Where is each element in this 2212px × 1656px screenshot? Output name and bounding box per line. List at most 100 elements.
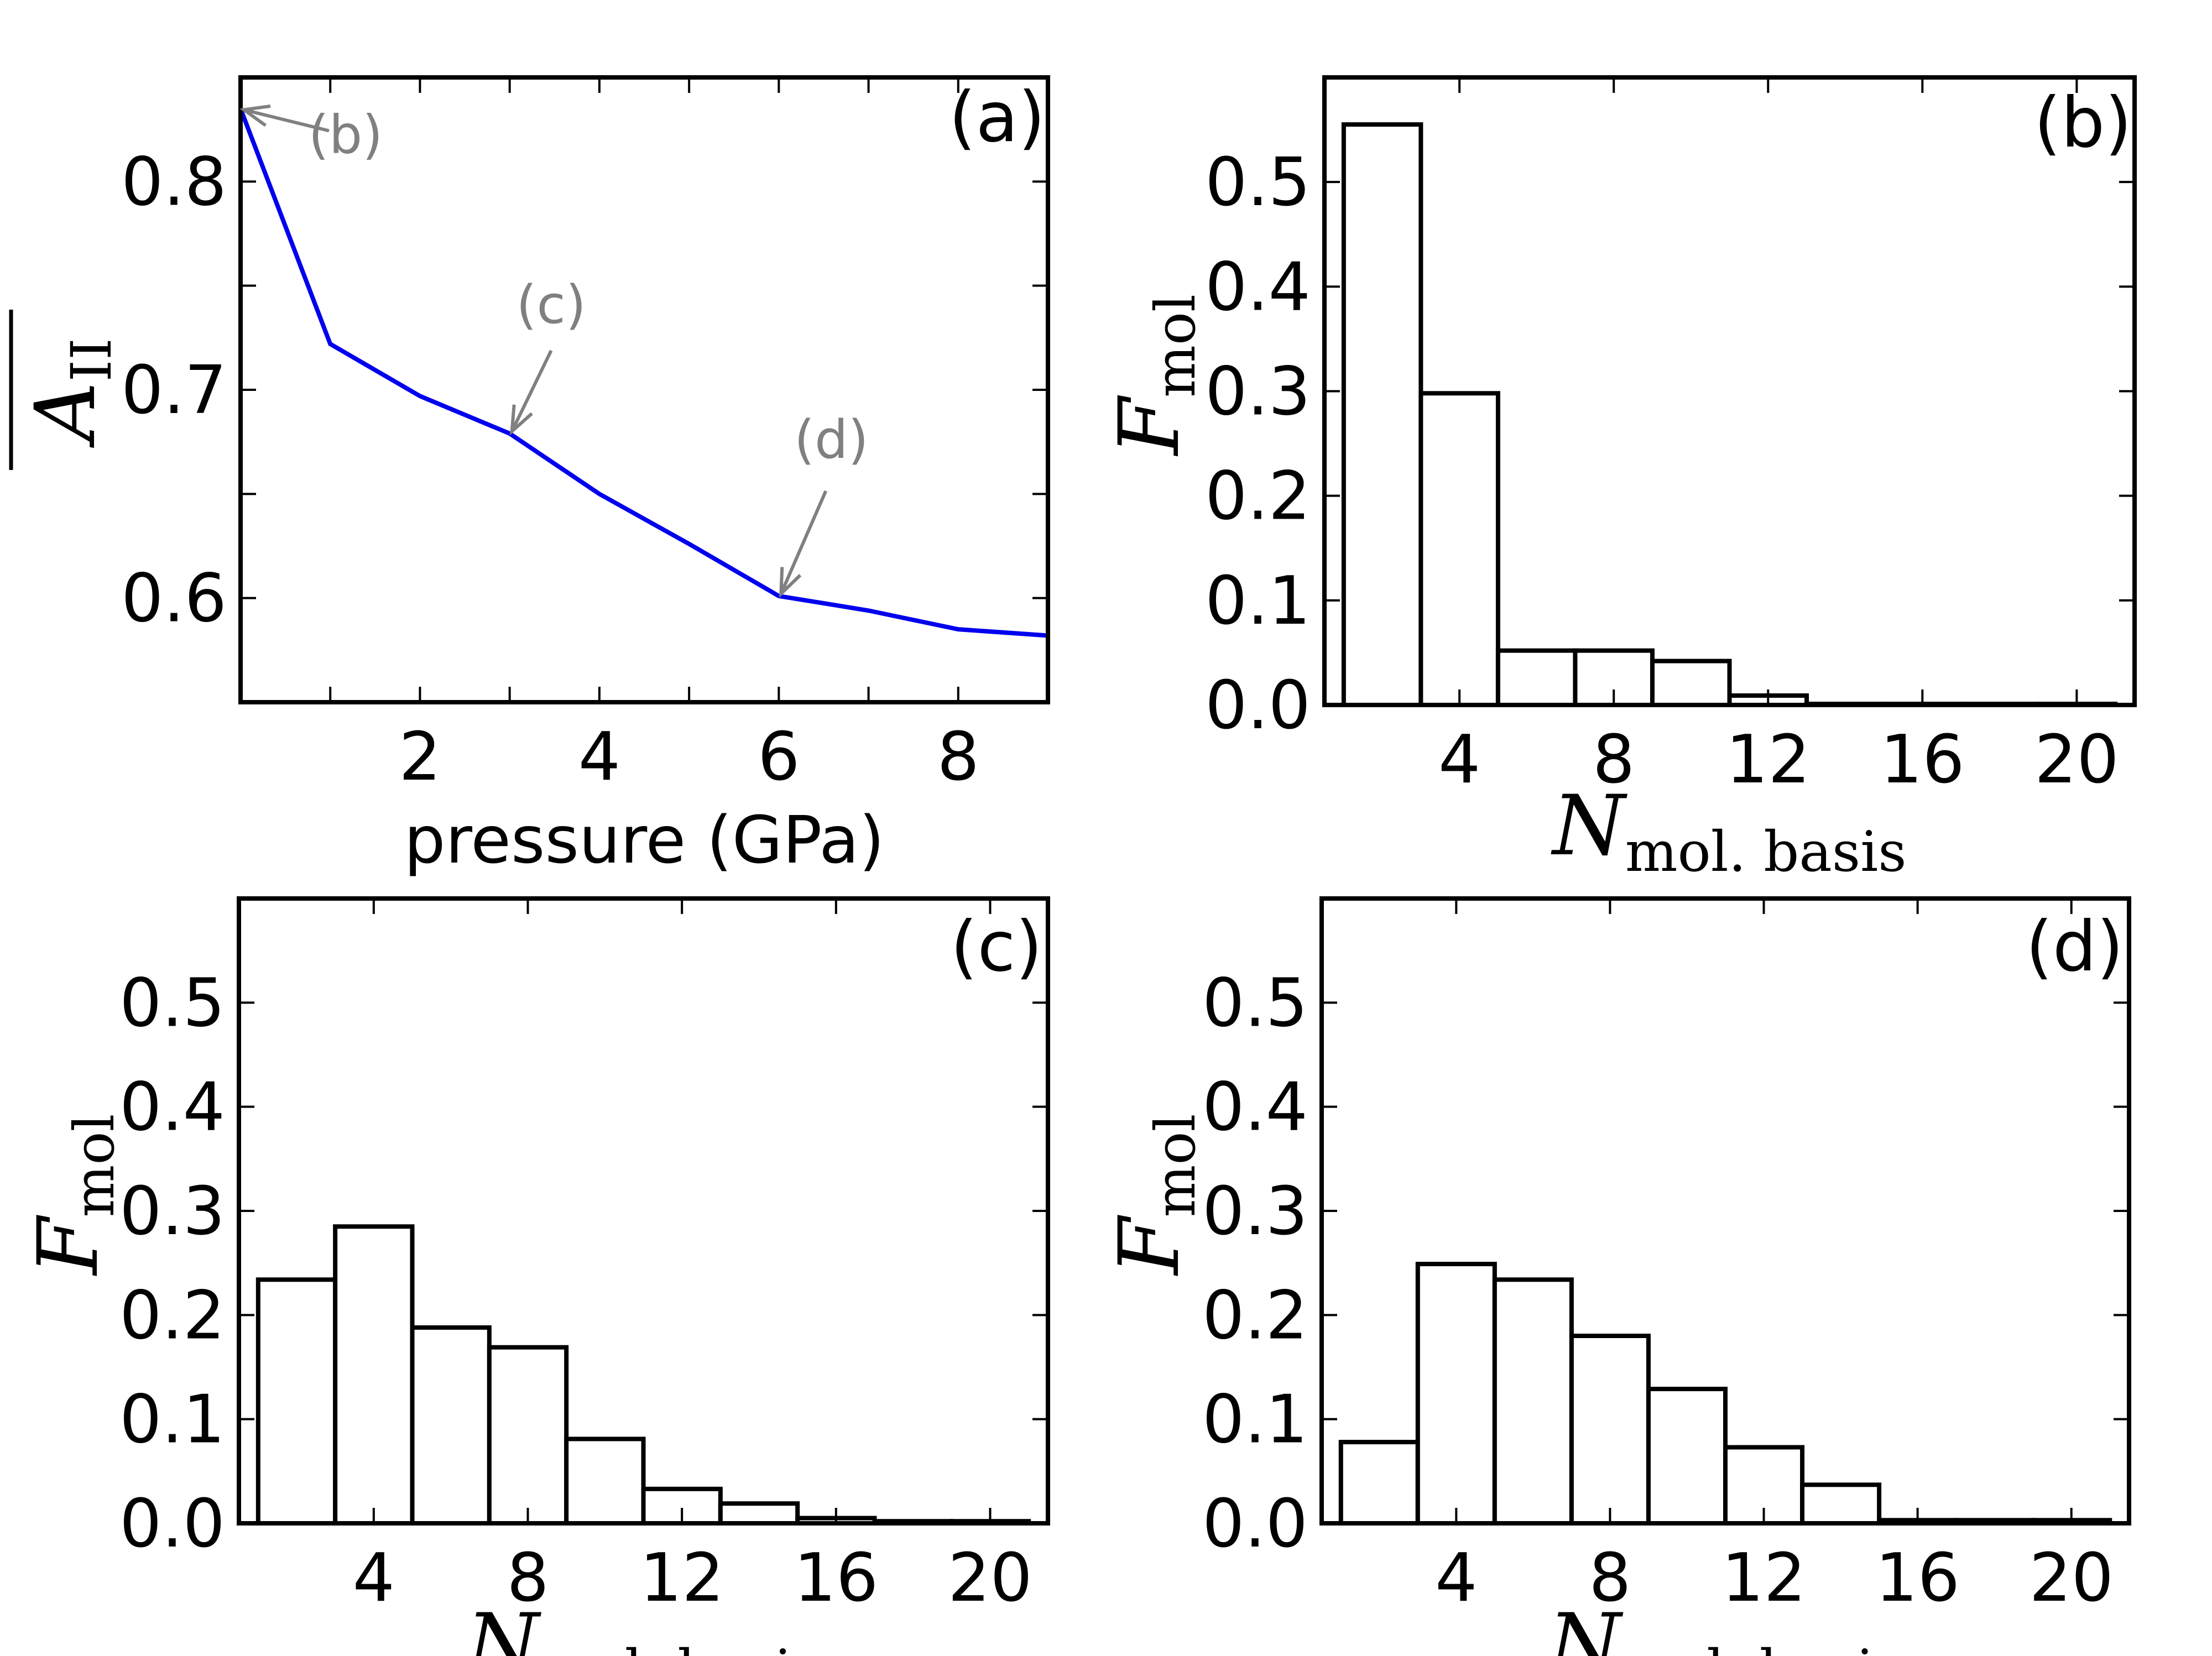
panel-c: 0.0 0.1 0.2 0.3 0.4 0.5 4 8 12 16 20 (c) Nmol. basis… [20,896,1050,1656]
xtick-label-c: 20 [948,1540,1032,1617]
annotation-arrow-0 [243,108,330,133]
panel-a: 0.6 0.7 0.8 2 4 6 8 (a) pressure (GPa) AII (b) (c) (… [9,75,1050,878]
bar-d-1 [1415,1262,1497,1526]
ylabel-sub: mol [62,1114,127,1217]
ytick-label-d: 0.0 [1202,1486,1308,1563]
ylabel-d: Fmol [1102,1114,1208,1276]
xtick-label-c: 4 [353,1540,395,1617]
ytick-label-a: 0.7 [121,352,227,429]
xtick-label-b: 20 [2034,722,2119,798]
ytick-label-d: 0.4 [1202,1069,1308,1146]
bar-b-2 [1495,648,1578,707]
xtick-label-d: 8 [1589,1540,1631,1617]
ylabel-a: AII [9,310,124,470]
ytick-label-b: 0.3 [1205,354,1311,431]
ytick-label-a: 0.8 [121,144,227,221]
xlabel-main: N [1547,1596,1624,1656]
xtick-label-b: 12 [1726,722,1811,798]
annotation-label-2: (d) [794,410,868,471]
bar-d-6 [1800,1482,1882,1526]
panel-label-b: (b) [2034,83,2132,163]
xtick-label-a: 2 [399,719,441,796]
ytick-label-d: 0.1 [1202,1382,1308,1459]
bar-c-6 [718,1501,800,1526]
svg-text:Fmol: Fmol [1102,1114,1208,1276]
bar-c-3 [487,1345,569,1526]
ytick-label-c: 0.1 [119,1382,225,1459]
ylabel-main: F [1102,395,1198,457]
xtick-label-c: 12 [640,1540,724,1617]
xtick-label-d: 12 [1721,1540,1806,1617]
svg-text:AII: AII [18,338,124,448]
ytick-label-b: 0.5 [1205,144,1311,221]
ytick-label-d: 0.5 [1202,965,1308,1042]
ylabel-sub: mol [1143,1114,1208,1217]
xtick-label-c: 16 [794,1540,878,1617]
xtick-label-a: 8 [937,719,979,796]
ylabel-b: Fmol [1102,294,1208,457]
xtick-label-d: 4 [1435,1540,1477,1617]
axes-frame-a [238,75,1050,704]
bar-d-0 [1338,1440,1420,1526]
xtick-label-a: 4 [578,719,620,796]
xlabel-sub: mol. basis [1625,819,1907,884]
annotation-label-1: (c) [516,275,586,336]
xlabel-sub: mol. basis [1621,1638,1902,1656]
annotation-arrowhead-0 [239,104,271,127]
xtick-label-d: 16 [1875,1540,1960,1617]
panel-label-d: (d) [2026,907,2124,987]
ytick-label-b: 0.1 [1205,563,1311,640]
panel-b: 0.0 0.1 0.2 0.3 0.4 0.5 4 8 12 16 20 (b) Nmol. basis… [1102,75,2137,884]
bar-d-4 [1646,1387,1728,1526]
ylabel-sub: mol [1143,294,1208,398]
annotation-arrow-2 [779,490,828,595]
bar-c-2 [410,1325,492,1526]
ytick-label-a: 0.6 [121,561,227,638]
xlabel-main: N [465,1596,541,1656]
xtick-label-b: 8 [1593,722,1635,798]
ylabel-sub: II [59,338,124,382]
xtick-label-b: 4 [1438,722,1480,798]
ylabel-c: Fmol [20,1114,127,1276]
bar-d-3 [1569,1334,1651,1526]
ytick-label-c: 0.2 [119,1277,225,1354]
panel-label-c: (c) [951,907,1042,987]
svg-text:Fmol: Fmol [20,1114,127,1276]
ylabel-main: A [18,382,114,448]
bar-b-4 [1650,659,1732,708]
ytick-label-c: 0.5 [119,965,225,1042]
annotation-label-0: (b) [309,105,383,166]
xlabel-sub: mol. basis [539,1638,821,1656]
xlabel-d: Nmol. basis [1547,1596,1902,1656]
ytick-label-c: 0.4 [119,1069,225,1146]
bar-b-0 [1341,122,1423,707]
ylabel-main: F [20,1215,117,1277]
svg-text:Fmol: Fmol [1102,294,1208,457]
xtick-label-b: 16 [1880,722,1965,798]
annotation-arrow-1 [510,349,553,432]
xlabel-c: Nmol. basis [465,1596,820,1656]
xlabel-b: Nmol. basis [1551,778,1906,884]
xlabel-a: pressure (GPa) [404,802,885,878]
bar-c-1 [333,1224,415,1526]
ytick-label-d: 0.3 [1202,1173,1308,1250]
ytick-label-b: 0.2 [1205,458,1311,535]
annotation-arrowhead-1 [510,404,533,436]
ytick-label-b: 0.4 [1205,249,1311,326]
ytick-label-b: 0.0 [1205,667,1311,744]
ytick-label-c: 0.0 [119,1486,225,1563]
xlabel-main: N [1551,778,1627,874]
annotation-arrowhead-2 [779,567,802,598]
series-line-a [238,108,1048,638]
ylabel-main: F [1102,1215,1198,1277]
xtick-label-d: 20 [2029,1540,2114,1617]
bar-c-0 [255,1277,338,1526]
ytick-label-c: 0.3 [119,1173,225,1250]
bar-b-1 [1418,391,1500,707]
xtick-label-c: 8 [507,1540,549,1617]
panel-d: 0.0 0.1 0.2 0.3 0.4 0.5 4 8 12 16 20 (d) Nmol. basis… [1102,896,2131,1656]
ytick-label-d: 0.2 [1202,1277,1308,1354]
panel-label-a: (a) [949,77,1045,158]
xtick-label-a: 6 [758,719,800,796]
